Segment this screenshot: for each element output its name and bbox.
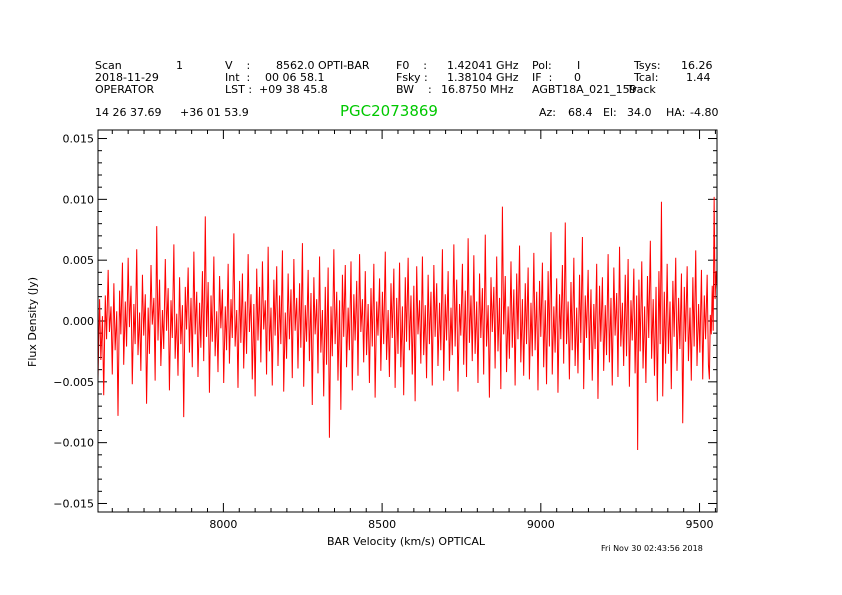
source-name: PGC2073869: [340, 102, 438, 120]
fsky-label: Fsky :: [396, 71, 428, 84]
if-label: IF :: [532, 71, 553, 84]
tick-labels: 8000 8500 9000 9500 −0.015 −0.010 −0.005 0.000 0…: [53, 133, 713, 531]
el-value: 34.0: [627, 106, 652, 119]
tcal-label: Tcal:: [634, 71, 659, 84]
spectrum-trace: [97, 196, 718, 450]
right-ascension: 14 26 37.69: [95, 106, 162, 119]
pol-value: I: [577, 59, 581, 72]
project-id: AGBT18A_021_159: [532, 83, 637, 96]
y-tick-label: 0.015: [63, 133, 95, 146]
y-tick-label: 0.000: [63, 315, 95, 328]
lst-label: LST :: [225, 83, 253, 96]
y-tick-label: −0.015: [53, 497, 94, 510]
f0-label: F0 :: [396, 59, 428, 72]
x-tick-label: 9000: [527, 518, 555, 531]
int-label: Int :: [225, 71, 251, 84]
pol-label: Pol:: [532, 59, 552, 72]
procedure: Track: [627, 83, 656, 96]
tsys-label: Tsys:: [634, 59, 661, 72]
f0-value: 1.42041 GHz: [447, 59, 519, 72]
y-tick-label: 0.010: [63, 193, 95, 206]
fsky-value: 1.38104 GHz: [447, 71, 519, 84]
int-value: 00 06 58.1: [265, 71, 325, 84]
x-tick-label: 8000: [209, 518, 237, 531]
el-label: El:: [603, 106, 617, 119]
spectrum-trace-group: [97, 196, 718, 450]
az-value: 68.4: [568, 106, 593, 119]
x-axis-label: BAR Velocity (km/s) OPTICAL: [327, 535, 486, 548]
bw-label: BW :: [396, 83, 432, 96]
tcal-value: 1.44: [686, 71, 711, 84]
y-tick-label: −0.010: [53, 437, 94, 450]
declination: +36 01 53.9: [180, 106, 249, 119]
if-value: 0: [574, 71, 581, 84]
y-axis-label: Flux Density (Jy): [26, 277, 39, 367]
ha-value: -4.80: [690, 106, 719, 119]
bw-value: 16.8750 MHz: [441, 83, 514, 96]
velocity-value: 8562.0 OPTI-BAR: [276, 59, 370, 72]
lst-value: +09 38 45.8: [259, 83, 328, 96]
y-tick-label: −0.005: [53, 376, 94, 389]
scan-value: 1: [176, 59, 183, 72]
az-label: Az:: [539, 106, 557, 119]
y-tick-label: 0.005: [63, 254, 95, 267]
scan-label: Scan: [95, 59, 122, 72]
obs-date: 2018-11-29: [95, 71, 159, 84]
observer: OPERATOR: [95, 83, 155, 96]
x-tick-label: 8500: [368, 518, 396, 531]
plot-frame: [97, 129, 718, 513]
plot-timestamp: Fri Nov 30 02:43:56 2018: [601, 544, 703, 553]
tsys-value: 16.26: [681, 59, 713, 72]
x-tick-label: 9500: [686, 518, 714, 531]
velocity-label: V :: [225, 59, 251, 72]
ha-label: HA:: [666, 106, 686, 119]
